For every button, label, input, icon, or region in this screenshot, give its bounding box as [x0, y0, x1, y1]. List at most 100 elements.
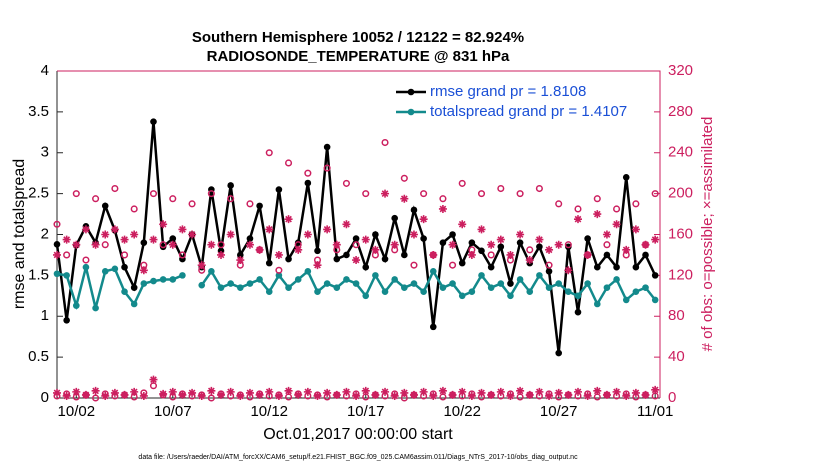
possible-obs: [439, 195, 447, 203]
data-point: [555, 280, 562, 287]
data-point: [362, 292, 370, 300]
asterisk-shape: [323, 225, 332, 234]
assimilated-obs: [53, 250, 61, 259]
assimilated-obs: [188, 388, 197, 397]
y2-tick-label: 280: [668, 103, 693, 120]
asterisk-shape: [554, 240, 563, 249]
legend-marker: [407, 88, 415, 96]
asterisk-shape: [419, 387, 428, 396]
assimilated-obs: [458, 387, 467, 396]
asterisk-shape: [303, 230, 312, 239]
assimilated-obs: [545, 245, 554, 254]
asterisk-shape: [371, 245, 380, 254]
data-point: [410, 280, 418, 287]
asterisk-shape: [91, 240, 100, 249]
assimilated-obs: [120, 390, 129, 399]
data-point: [391, 214, 398, 222]
possible-obs: [169, 195, 177, 203]
legend-box: [392, 80, 654, 126]
asterisk-shape: [535, 387, 544, 396]
assimilated-obs: [188, 230, 197, 239]
possible-obs: [246, 200, 254, 208]
data-point: [285, 255, 292, 263]
asterisk-shape: [226, 230, 235, 239]
assimilated-obs: [554, 240, 563, 249]
possible-obs: [458, 179, 466, 187]
assimilated-obs: [496, 235, 505, 244]
assimilated-obs: [525, 256, 534, 265]
asterisk-shape: [400, 388, 409, 397]
assimilated-obs: [197, 261, 206, 270]
assimilated-obs: [651, 385, 660, 394]
asterisk-shape: [535, 235, 544, 244]
data-point: [487, 284, 495, 291]
data-point: [613, 276, 620, 283]
asterisk-shape: [72, 240, 81, 249]
asterisk-shape: [583, 250, 592, 259]
assimilated-obs: [91, 240, 100, 249]
possible-obs: [188, 200, 196, 208]
assimilated-obs: [516, 386, 525, 395]
data-point: [323, 280, 331, 287]
data-point: [545, 267, 553, 275]
y-tick-label: 1.5: [28, 266, 49, 283]
assimilated-obs: [651, 235, 660, 244]
possible-obs: [477, 190, 486, 198]
data-point: [449, 231, 456, 238]
data-point: [507, 292, 514, 300]
data-point: [140, 280, 148, 287]
assimilated-obs: [207, 386, 216, 395]
possible-obs: [449, 261, 457, 269]
asterisk-shape: [62, 235, 71, 244]
data-point: [478, 247, 485, 255]
data-point: [323, 143, 331, 151]
possible-obs: [120, 251, 129, 259]
assimilated-obs: [438, 204, 447, 213]
data-point: [642, 284, 649, 291]
data-point: [227, 280, 234, 287]
asterisk-shape: [274, 250, 283, 259]
assimilated-obs: [274, 250, 283, 259]
asterisk-shape: [110, 388, 119, 397]
assimilated-obs: [274, 391, 283, 400]
data-point: [593, 263, 601, 271]
assimilated-obs: [409, 390, 418, 399]
assimilated-obs: [294, 245, 303, 254]
asterisk-shape: [188, 230, 197, 239]
y-tick-label: 0.5: [28, 348, 49, 365]
possible-obs: [593, 195, 601, 203]
data-point: [150, 118, 157, 125]
assimilated-obs: [545, 391, 554, 400]
possible-obs: [178, 251, 186, 259]
assimilated-obs: [226, 230, 235, 239]
assimilated-obs: [245, 388, 254, 397]
possible-obs: [603, 241, 611, 249]
data-point: [603, 251, 611, 259]
assimilated-obs: [110, 225, 119, 234]
assimilated-obs: [438, 386, 447, 395]
assimilated-obs: [303, 387, 312, 396]
assimilated-obs: [419, 215, 428, 224]
asterisk-shape: [332, 390, 341, 399]
asterisk-shape: [390, 391, 399, 400]
possible-obs: [574, 205, 582, 213]
data-point: [314, 288, 321, 296]
data-point: [584, 235, 591, 242]
assimilated-obs: [535, 235, 544, 244]
possible-obs: [130, 205, 138, 213]
asterisk-shape: [516, 230, 525, 239]
y-tick-label: 2: [41, 225, 49, 242]
assimilated-obs: [448, 240, 457, 249]
possible-obs: [265, 149, 273, 157]
asterisk-shape: [255, 390, 264, 399]
asterisk-shape: [371, 390, 380, 399]
possible-obs: [516, 190, 524, 198]
asterisk-shape: [381, 189, 390, 198]
y2-tick-label: 240: [668, 144, 693, 161]
data-point: [217, 284, 225, 291]
assimilated-obs: [352, 256, 361, 265]
possible-obs: [632, 200, 640, 208]
assimilated-obs: [168, 387, 177, 396]
asterisk-shape: [101, 391, 110, 400]
assimilated-obs: [361, 235, 370, 244]
